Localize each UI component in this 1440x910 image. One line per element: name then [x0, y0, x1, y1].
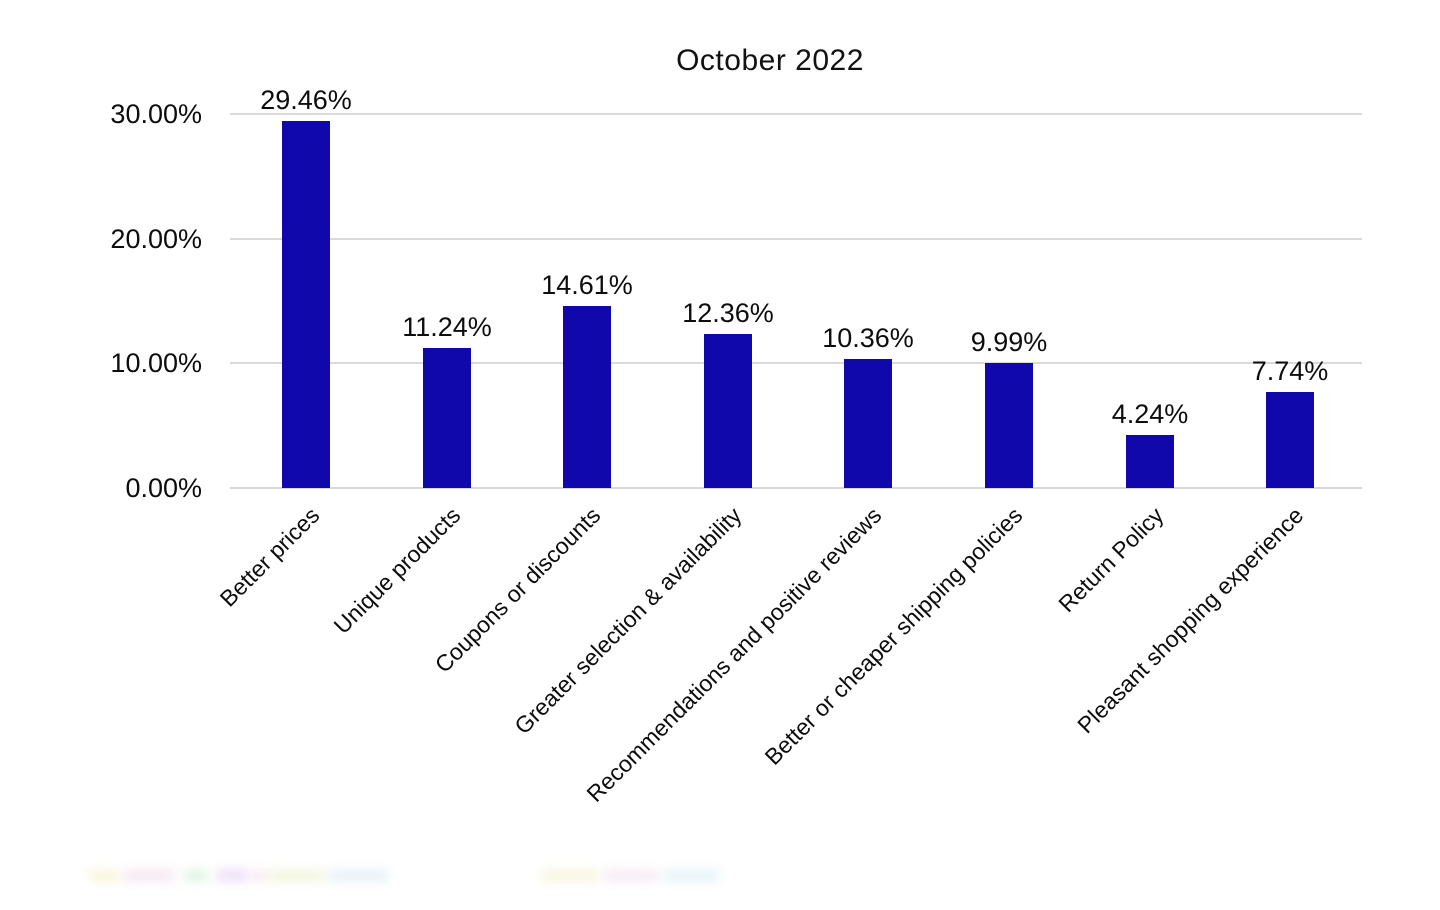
bar: [1126, 435, 1174, 488]
y-tick-label: 10.00%: [110, 348, 202, 379]
bar-value-label: 4.24%: [1111, 399, 1189, 429]
bar-value-label: 9.99%: [970, 327, 1048, 357]
bar-value-label: 14.61%: [541, 270, 633, 300]
chart-title: October 2022: [676, 44, 864, 77]
bar: [1266, 392, 1314, 488]
x-category-label: Better prices: [214, 502, 325, 612]
watermark-blob: [540, 869, 600, 882]
bar-value-label: 11.24%: [402, 312, 492, 342]
bar: [563, 306, 611, 488]
bar-value-label: 12.36%: [682, 298, 774, 328]
bar: [985, 363, 1033, 488]
bar-value-label: 29.46%: [260, 85, 352, 115]
bar: [704, 334, 752, 488]
bar-value-label: 10.36%: [822, 323, 914, 353]
bar: [844, 359, 892, 488]
watermark-blob: [183, 869, 209, 882]
watermark-blob: [603, 869, 659, 882]
watermark-blob: [250, 869, 268, 882]
x-category-label: Pleasant shopping experience: [1072, 502, 1309, 739]
plot-area: 29.46% 11.24% 14.61% 12.36% 10.36% 9.99% 4.24%…: [230, 85, 1362, 489]
bar: [423, 348, 471, 488]
x-category-label: Return Policy: [1053, 502, 1169, 618]
gridline: [230, 113, 1362, 115]
gridline: [230, 362, 1362, 365]
gridline: [230, 237, 1362, 240]
bar: [282, 121, 330, 488]
y-tick-label: 20.00%: [110, 223, 202, 254]
bar-value-label: 7.74%: [1251, 356, 1329, 386]
watermark-blob: [88, 869, 120, 882]
x-category-label: Greater selection & availability: [509, 502, 747, 740]
x-category-label: Coupons or discounts: [429, 502, 606, 678]
x-category-label: Unique products: [328, 502, 466, 639]
x-category-label: Better or cheaper shipping policies: [759, 502, 1028, 770]
y-tick-label: 0.00%: [125, 473, 202, 503]
watermark-blob: [662, 869, 720, 882]
x-category-label: Recommendations and positive reviews: [581, 502, 887, 807]
gridline: [230, 487, 1362, 489]
watermark-blob: [122, 869, 176, 882]
y-tick-label: 30.00%: [110, 99, 202, 129]
watermark-blob: [268, 869, 326, 882]
watermark-blob: [216, 869, 249, 882]
watermark-blob: [328, 869, 390, 882]
